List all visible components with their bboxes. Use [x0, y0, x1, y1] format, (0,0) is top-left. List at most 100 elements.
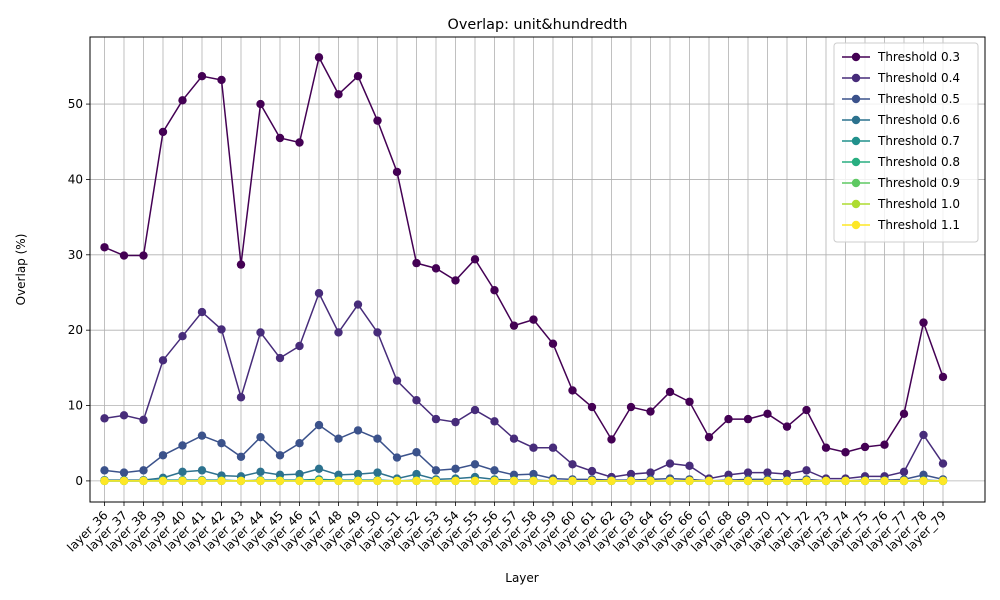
legend-label: Threshold 0.9: [877, 176, 960, 190]
data-point: [568, 476, 577, 486]
data-point: [626, 469, 636, 479]
data-point: [295, 439, 304, 448]
data-point: [899, 409, 909, 419]
data-point: [743, 476, 753, 486]
data-point: [802, 405, 811, 415]
data-point: [470, 405, 480, 415]
data-point: [100, 476, 109, 486]
data-point: [470, 255, 480, 264]
legend-item: Threshold 0.7: [842, 134, 960, 148]
data-point: [685, 461, 694, 471]
data-point: [217, 325, 226, 334]
data-point: [158, 127, 168, 137]
data-point: [275, 133, 285, 143]
data-point: [236, 260, 246, 269]
data-point: [217, 75, 226, 85]
data-point: [119, 468, 129, 477]
data-point: [451, 464, 460, 474]
data-point: [646, 476, 655, 486]
legend-item: Threshold 0.9: [842, 176, 960, 190]
data-point: [704, 476, 714, 486]
data-point: [724, 414, 733, 424]
data-point: [256, 467, 265, 477]
data-point: [782, 422, 792, 431]
data-point: [529, 476, 538, 486]
data-point: [412, 258, 421, 268]
data-point: [548, 339, 558, 348]
data-point: [139, 251, 148, 260]
series-layer: [100, 53, 948, 486]
legend-marker: [851, 52, 861, 62]
data-point: [509, 434, 519, 443]
data-point: [275, 476, 285, 486]
data-point: [685, 397, 694, 406]
data-point: [178, 476, 187, 486]
data-point: [646, 468, 655, 477]
y-tick-label: 10: [68, 399, 83, 413]
data-point: [334, 434, 343, 443]
data-point: [178, 331, 187, 341]
series-line: [104, 55, 944, 454]
data-point: [197, 431, 207, 440]
plot-frame: [89, 36, 986, 503]
legend-marker: [851, 220, 861, 230]
legend-item: Threshold 0.3: [842, 50, 960, 64]
data-point: [353, 300, 363, 309]
data-point: [139, 466, 148, 475]
data-point: [587, 476, 597, 486]
data-point: [665, 459, 675, 468]
data-point: [353, 476, 363, 486]
data-point: [353, 426, 363, 435]
data-point: [197, 466, 207, 475]
data-point: [451, 417, 460, 427]
data-point: [314, 420, 324, 430]
legend-marker: [851, 136, 861, 146]
data-point: [178, 441, 187, 450]
data-point: [529, 315, 538, 324]
data-point: [373, 468, 382, 477]
data-point: [548, 443, 558, 452]
data-point: [373, 476, 382, 486]
data-point: [763, 476, 772, 486]
data-point: [314, 53, 324, 62]
data-point: [938, 476, 948, 486]
data-point: [431, 466, 441, 475]
data-point: [353, 71, 363, 81]
data-point: [197, 307, 207, 317]
data-point: [470, 460, 480, 469]
data-point: [256, 432, 265, 442]
data-point: [509, 476, 519, 486]
legend-label: Threshold 0.8: [877, 155, 960, 169]
data-point: [197, 71, 207, 81]
data-point: [100, 243, 109, 252]
legend-label: Threshold 0.6: [877, 113, 960, 127]
data-point: [119, 476, 129, 486]
series-1: [100, 289, 948, 483]
data-point: [821, 443, 831, 452]
data-point: [490, 417, 499, 426]
data-point: [314, 289, 324, 298]
data-point: [139, 415, 148, 425]
data-point: [548, 476, 558, 486]
data-point: [880, 476, 889, 486]
data-point: [899, 476, 909, 486]
data-point: [139, 476, 148, 486]
legend-item: Threshold 0.5: [842, 92, 960, 106]
legend-marker: [851, 199, 861, 209]
y-tick-label: 20: [68, 323, 83, 337]
legend-marker: [851, 94, 861, 104]
legend-item: Threshold 0.8: [842, 155, 960, 169]
data-point: [295, 138, 304, 147]
data-point: [431, 264, 441, 273]
legend-label: Threshold 1.1: [877, 218, 960, 232]
data-point: [100, 414, 109, 423]
y-axis-title: Overlap (%): [14, 234, 28, 306]
data-point: [412, 469, 421, 479]
data-point: [802, 476, 811, 486]
data-point: [646, 407, 655, 416]
data-point: [899, 467, 909, 477]
legend-box: [833, 42, 979, 243]
data-point: [412, 448, 421, 457]
data-point: [529, 443, 538, 452]
data-point: [217, 476, 226, 486]
